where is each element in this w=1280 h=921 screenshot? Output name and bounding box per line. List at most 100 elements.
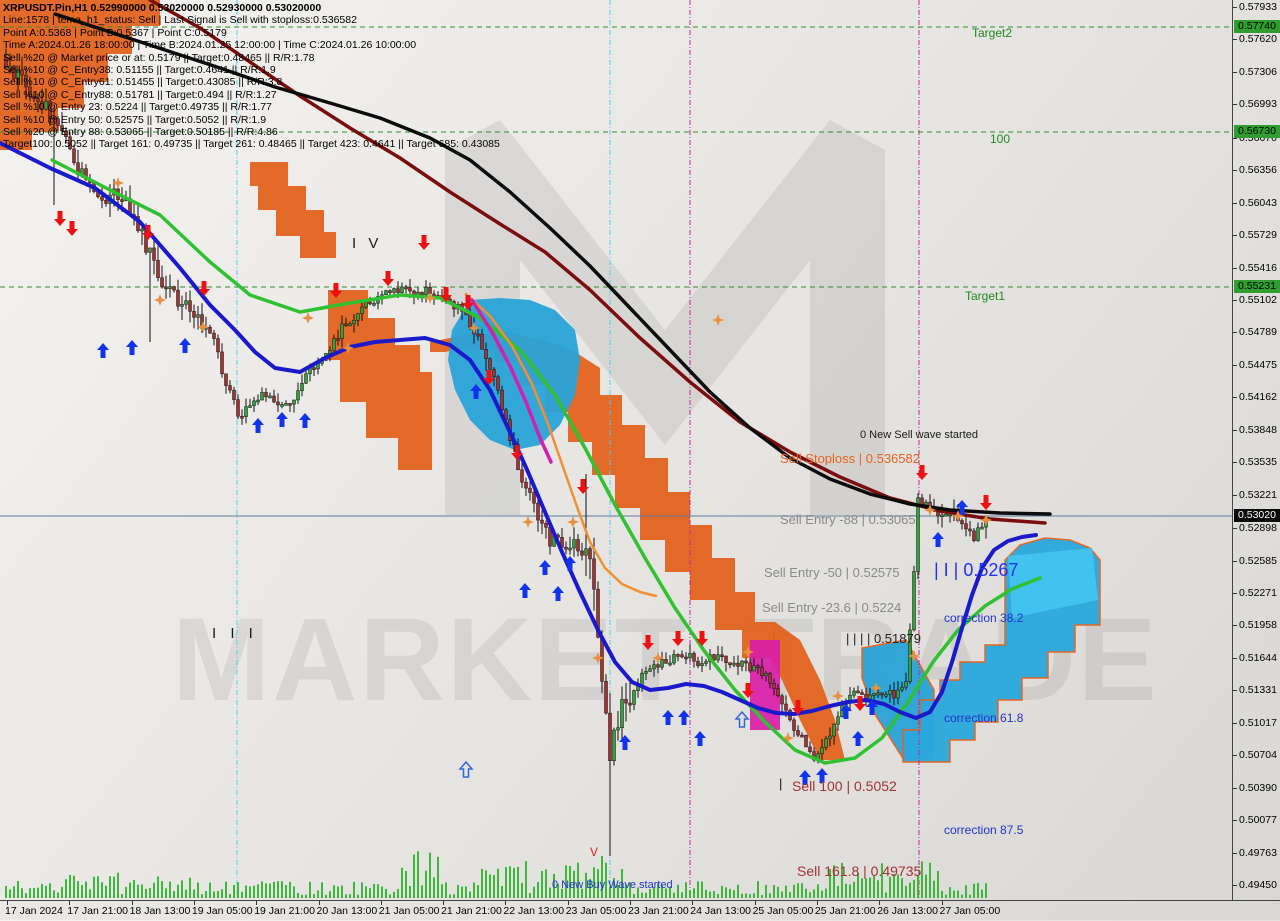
star-marker-icon [154,294,166,306]
buy-arrow-icon [276,412,288,427]
ma-orange [464,292,658,598]
star-marker-icon [952,510,964,522]
sell-arrow-icon [54,211,66,226]
target-price-badge: 0.55231 [1234,280,1280,293]
time-label: 22 Jan 13:00 [503,905,565,917]
price-label: 0.52271 [1239,587,1277,599]
signal-markers [54,177,992,785]
sell-arrow-icon [483,370,495,385]
sell-arrow-icon [511,445,523,460]
kumo-orange-3 [328,290,432,470]
buy-arrow-icon [519,583,531,598]
star-marker-icon [522,516,534,528]
buy-arrow-icon [619,735,631,750]
sell-arrow-icon [142,225,154,240]
time-label: 20 Jan 13:00 [316,905,378,917]
star-marker-icon [424,292,436,304]
price-label: 0.51017 [1239,717,1277,729]
info-line-6: Sell %10 @ C_Entry38: 0.51155 || Target:… [3,64,276,77]
price-label: 0.57933 [1239,1,1277,13]
buy-arrow-icon [694,731,706,746]
buy-arrow-icon [552,586,564,601]
star-marker-icon [302,312,314,324]
star-marker-icon [782,732,794,744]
price-label: 0.53535 [1239,456,1277,468]
buy-arrow-icon [956,500,968,515]
sell-arrow-icon [916,465,928,480]
sell-arrow-icon [198,281,210,296]
moving-averages [0,0,1052,765]
star-marker-icon [567,516,579,528]
star-marker-icon [742,646,754,658]
price-label: 0.51644 [1239,652,1277,664]
kumo-orange-tail [770,622,845,760]
price-tick [1233,593,1237,594]
info-line-5: Sell %20 @ Market price or at: 0.5179 ||… [3,51,315,64]
price-label: 0.50704 [1239,749,1277,761]
level-lines [0,26,1232,517]
time-label: 23 Jan 21:00 [628,905,689,917]
time-tick [256,901,258,905]
buy-arrow-icon [662,710,674,725]
star-marker-icon [712,314,724,326]
price-tick [1233,788,1237,789]
buy-arrow-icon [866,700,878,715]
price-label: 0.55729 [1239,229,1277,241]
time-label: 19 Jan 05:00 [191,905,253,917]
price-tick [1233,203,1237,204]
time-axis[interactable]: 17 Jan 2024 17 Jan 21:00 18 Jan 13:00 19 Ja… [0,900,1280,921]
time-tick [193,901,195,905]
price-tick [1233,104,1237,105]
sell-arrow-icon [672,631,684,646]
time-tick [879,901,881,905]
time-tick [567,901,569,905]
sell-arrow-icon [792,700,804,715]
time-label: 18 Jan 13:00 [129,905,191,917]
time-tick [7,901,8,905]
price-tick [1233,268,1237,269]
info-line-10: Sell %10 @ Entry 50: 0.52575 || Target:0… [3,113,267,126]
time-label: 23 Jan 05:00 [565,905,627,917]
buy-arrow-icon [539,560,551,575]
sell-arrow-icon [382,271,394,286]
price-tick [1233,72,1237,73]
price-label: 0.54162 [1239,391,1277,403]
target-price-badge: 0.56730 [1234,125,1280,138]
kumo-orange-topleft [0,0,160,150]
time-label: 21 Jan 21:00 [441,905,502,917]
price-tick [1233,723,1237,724]
price-tick [1233,820,1237,821]
star-marker-icon [908,650,920,662]
buy-arrow-icon [458,760,474,778]
sell-arrow-icon [418,235,430,250]
price-label: 0.49450 [1239,879,1277,891]
buy-arrow-icon [97,343,109,358]
price-tick [1233,235,1237,236]
price-tick [1233,138,1237,139]
price-label: 0.57620 [1239,33,1277,45]
time-label: 24 Jan 13:00 [690,905,752,917]
time-label: 17 Jan 2024 [5,905,63,917]
buy-arrow-icon [179,338,191,353]
kumo-cyan-bright [1008,548,1098,618]
price-tick [1233,365,1237,366]
price-tick [1233,39,1237,40]
slow-ma-black [53,12,1052,516]
price-axis[interactable]: 0.57933 0.57620 0.57306 0.56993 0.56670 0.563… [1232,0,1280,900]
time-tick [630,901,631,905]
sell-arrow-icon [330,283,342,298]
buy-arrow-icon [852,731,864,746]
kumo-orange-2 [250,162,336,258]
price-label: 0.54789 [1239,326,1277,338]
info-line-8: Sell %10 @ C_Entry88: 0.51781 || Target:… [3,88,277,101]
price-tick [1233,462,1237,463]
buy-arrow-icon [816,768,828,783]
chart-canvas[interactable] [0,0,1232,900]
star-marker-icon [592,652,604,664]
price-label: 0.52585 [1239,555,1277,567]
buy-arrow-icon [252,418,264,433]
time-tick [318,901,320,905]
price-label: 0.57306 [1239,66,1277,78]
sell-arrow-icon [462,295,474,310]
star-marker-icon [832,690,844,702]
